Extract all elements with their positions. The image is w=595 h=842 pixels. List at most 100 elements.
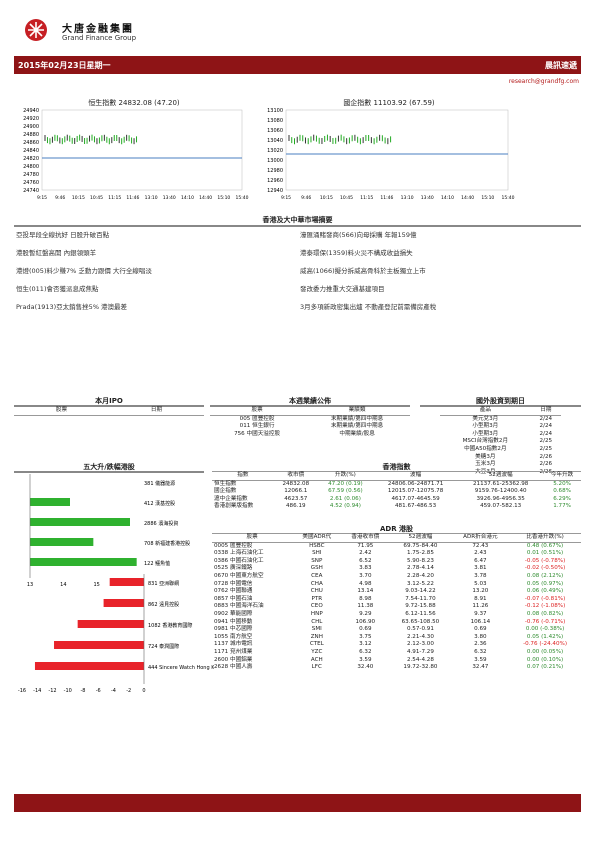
table-cell: 0941 中國移動 (214, 618, 253, 625)
hscei-chart-plot: 13100 13080 13060 13040 13020 13000 12980 12960… (267, 108, 515, 201)
table-cell: 2/25 (539, 438, 553, 445)
y-tick-label: 24920 (23, 116, 39, 122)
up-bar (30, 498, 70, 506)
table-row: 香港創業版指數 486.19 4.52 (0.94) 481.67-486.53 459… (212, 503, 581, 511)
table-cell: 1055 南方航空 (214, 633, 253, 640)
x-tick-label: -16 (18, 688, 26, 694)
table-cell: LFC (311, 664, 322, 671)
x-tick-label: 13:40 (163, 195, 176, 201)
news-item: 威高(1066)擬分拆威高骨科於主板獨立上市 (300, 267, 426, 275)
y-tick-label: 13100 (267, 108, 283, 114)
down-bar (77, 620, 144, 628)
table-row: 1055 南方航空 ZNH 3.75 2.21-4.30 3.80 0.05 (1.42%… (212, 634, 581, 642)
table-cell: 0.06 (0.49%) (526, 588, 564, 595)
table-cell: 1137 城市電訊 (214, 641, 253, 648)
ipo-title: 本月IPO (95, 397, 123, 405)
table-cell: SNP (311, 557, 323, 564)
table-cell: 0386 中國石油化工 (214, 557, 264, 564)
table-cell: 47.20 (0.19) (328, 480, 363, 487)
table-cell: 1171 兗州煤業 (214, 648, 253, 655)
table-cell: MSCI台灣指數2月 (462, 438, 509, 445)
table-cell: 3.12-5.22 (406, 580, 434, 587)
hsi-chart-plot: 24940 24920 24900 24880 24860 24840 24820 24800… (23, 108, 249, 201)
table-cell: 63.65-108.50 (401, 618, 440, 625)
table-cell: 2/24 (539, 423, 553, 430)
table-cell: -0.02 (-0.50%) (524, 565, 566, 572)
down-bar (34, 662, 144, 670)
table-cell: 011 恒生銀行 (239, 423, 275, 430)
table-cell: 3.75 (359, 633, 372, 640)
y-tick-label: 12960 (267, 178, 283, 184)
table-row: 0728 中國電信 CHA 4.98 3.12-5.22 5.03 0.05 (0.97%… (212, 581, 581, 589)
results-header-type: 業績類 (304, 407, 410, 416)
table-cell: 0981 中芯國際 (214, 626, 253, 633)
table-cell: 32.40 (357, 664, 374, 671)
up-bar (30, 538, 94, 546)
table-cell: 3.59 (359, 656, 372, 663)
down-bar (103, 599, 144, 607)
table-cell: 0.48 (0.67%) (526, 542, 564, 549)
x-tick-label: 10:15 (320, 195, 333, 201)
table-cell: 5.03 (474, 580, 487, 587)
y-tick-label: 13060 (267, 128, 283, 134)
divider (210, 405, 410, 407)
overseas-title: 國外股資到期日 (476, 397, 525, 405)
divider (14, 471, 204, 473)
table-cell: 12015.07-12075.78 (387, 488, 444, 495)
news-item: Prada(1913)亞太銷售挫5% 港澳最差 (16, 303, 128, 311)
x-tick-label: -12 (48, 688, 56, 694)
x-tick-label: 14:10 (441, 195, 454, 201)
x-tick-label: 14:40 (461, 195, 474, 201)
table-row: 0857 中國石油 PTR 8.98 7.54-11.70 8.91 -0.07 (-0.… (212, 596, 581, 604)
table-cell: 恒生指數 (214, 480, 237, 487)
table-cell: 0902 華能國際 (214, 610, 253, 617)
x-tick-label: 9:15 (37, 195, 47, 201)
table-cell: 8.98 (359, 595, 372, 602)
table-row: 玉米3月 2/26 (440, 461, 561, 469)
x-tick-label: 14:40 (199, 195, 212, 201)
table-cell: 32.47 (472, 664, 489, 671)
table-cell: -0.76 (-0.71%) (524, 618, 566, 625)
x-tick-label: 10:45 (90, 195, 103, 201)
table-cell: 72.43 (472, 542, 489, 549)
hsi-chart: 恒生指數 24832.08 (47.20) 24940 24920 24900 248… (14, 98, 254, 208)
up-bar (30, 558, 137, 566)
table-row: 0670 中國東方航空 CEA 3.70 2.28-4.20 3.78 0.08 (2.1… (212, 573, 581, 581)
table-row: 2628 中國人壽 LFC 32.40 19.72-32.80 32.47 0.07 (0… (212, 664, 581, 672)
table-cell: 9.37 (474, 610, 487, 617)
divider (14, 405, 204, 407)
adr-table: 股票 美國ADR代 香港收市價 52週波幅 ADR折合港元 比香港升跌(%) 0005 匯… (212, 533, 581, 672)
brand-name-en: Grand Finance Group (62, 34, 137, 42)
table-cell: 6.52 (359, 557, 372, 564)
contact-email[interactable]: research@grandfg.com (508, 78, 579, 85)
table-cell: 0.57-0.91 (406, 626, 434, 633)
table-cell: 3.70 (359, 572, 372, 579)
table-cell: 國企指數 (214, 488, 237, 495)
ipo-table: 股票 日期 (14, 407, 204, 416)
y-tick-label: 24760 (23, 180, 39, 186)
table-cell: 2/24 (539, 415, 553, 422)
table-cell: 2.21-4.30 (406, 633, 434, 640)
y-tick-label: 24880 (23, 132, 39, 138)
x-tick-label: 0 (142, 688, 145, 694)
table-cell: 21137.61-25362.98 (472, 480, 529, 487)
movers-chart: 381 儀器能源 412 漢基控股 2886 濱海投資 708 新福建香港控股 122 … (18, 474, 214, 694)
table-cell: 13.20 (472, 588, 489, 595)
table-cell: 2/25 (539, 445, 553, 452)
table-cell: 2.61 (0.06) (329, 495, 361, 502)
table-cell: 0.00 (0.05%) (526, 648, 564, 655)
up-bar-label: 2886 濱海投資 (144, 520, 178, 527)
x-tick-label: 11:46 (126, 195, 139, 201)
table-cell: PTR (311, 595, 323, 602)
news-item: 3月多項新政密集出爐 不動產登記前需備房產稅 (300, 303, 437, 311)
table-cell: 0.69 (474, 626, 487, 633)
title-bar: 2015年02月23日星期一 晨訊速遞 (14, 56, 581, 74)
ipo-header-stock: 股票 (14, 407, 109, 416)
table-cell: 24806.06-24871.71 (387, 480, 444, 487)
down-bar-label: 1082 香港教育國際 (148, 622, 192, 629)
adr-title: ADR 港股 (379, 525, 414, 533)
results-header-stock: 股票 (210, 407, 305, 416)
table-row: 0762 中國聯通 CHU 13.14 9.03-14.22 13.20 0.06 (0.… (212, 588, 581, 596)
news-item: 發改委力推重大交通基建項目 (300, 285, 385, 293)
x-tick-label: -8 (81, 688, 86, 694)
